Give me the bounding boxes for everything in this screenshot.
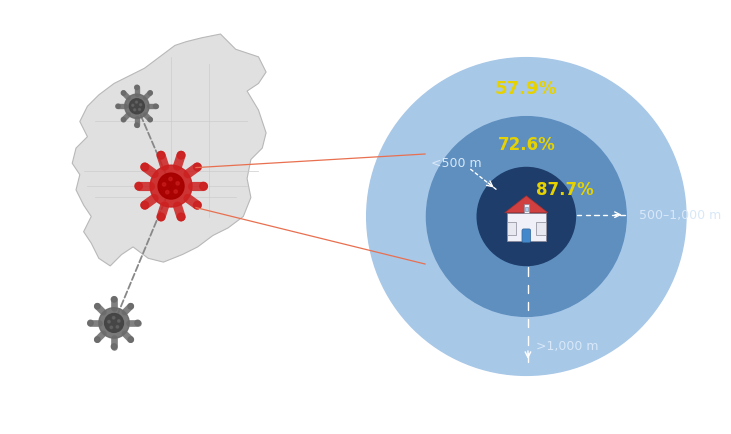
FancyBboxPatch shape (537, 222, 546, 235)
Circle shape (132, 105, 134, 107)
Circle shape (157, 214, 164, 221)
Circle shape (154, 105, 158, 109)
Circle shape (141, 202, 148, 210)
Circle shape (99, 308, 129, 339)
Text: 72.6%: 72.6% (497, 135, 556, 154)
Circle shape (157, 152, 164, 160)
Circle shape (129, 99, 145, 115)
Circle shape (135, 102, 137, 104)
Circle shape (107, 321, 110, 323)
Text: 500–1,000 m: 500–1,000 m (640, 209, 721, 222)
Circle shape (140, 105, 142, 106)
Circle shape (174, 191, 178, 194)
Circle shape (128, 304, 134, 309)
Text: <500 m: <500 m (431, 156, 482, 169)
Circle shape (135, 86, 139, 90)
Circle shape (88, 320, 94, 326)
FancyBboxPatch shape (507, 222, 516, 235)
Circle shape (115, 105, 120, 109)
Circle shape (94, 304, 100, 309)
Circle shape (94, 337, 100, 342)
Circle shape (121, 92, 126, 96)
Circle shape (148, 118, 152, 122)
Circle shape (116, 326, 118, 329)
Circle shape (118, 320, 120, 322)
Circle shape (166, 191, 169, 194)
FancyBboxPatch shape (522, 230, 531, 243)
Text: 87.7%: 87.7% (536, 181, 594, 199)
Circle shape (135, 124, 139, 128)
Circle shape (110, 326, 113, 329)
Circle shape (135, 183, 143, 191)
Circle shape (111, 344, 117, 349)
Ellipse shape (426, 117, 626, 317)
Circle shape (200, 183, 207, 191)
Circle shape (111, 297, 117, 302)
Circle shape (178, 152, 185, 160)
Circle shape (134, 109, 136, 112)
Ellipse shape (477, 168, 575, 266)
Circle shape (105, 314, 124, 332)
Circle shape (139, 109, 140, 111)
Circle shape (194, 164, 201, 171)
Circle shape (113, 317, 115, 319)
Circle shape (194, 202, 201, 210)
Circle shape (121, 118, 126, 122)
Circle shape (178, 214, 185, 221)
Text: >1,000 m: >1,000 m (536, 339, 599, 352)
Polygon shape (72, 35, 266, 266)
Circle shape (158, 174, 184, 200)
Circle shape (169, 178, 173, 181)
Circle shape (176, 182, 179, 186)
Circle shape (162, 183, 166, 187)
Circle shape (150, 166, 192, 207)
Ellipse shape (367, 59, 686, 375)
FancyBboxPatch shape (507, 213, 546, 241)
Circle shape (128, 337, 134, 342)
Text: 57.9%: 57.9% (495, 79, 558, 97)
Polygon shape (504, 196, 548, 213)
Circle shape (141, 164, 148, 171)
Circle shape (125, 95, 149, 119)
Circle shape (135, 320, 140, 326)
FancyBboxPatch shape (525, 207, 528, 212)
FancyBboxPatch shape (523, 204, 529, 213)
Circle shape (148, 92, 152, 96)
